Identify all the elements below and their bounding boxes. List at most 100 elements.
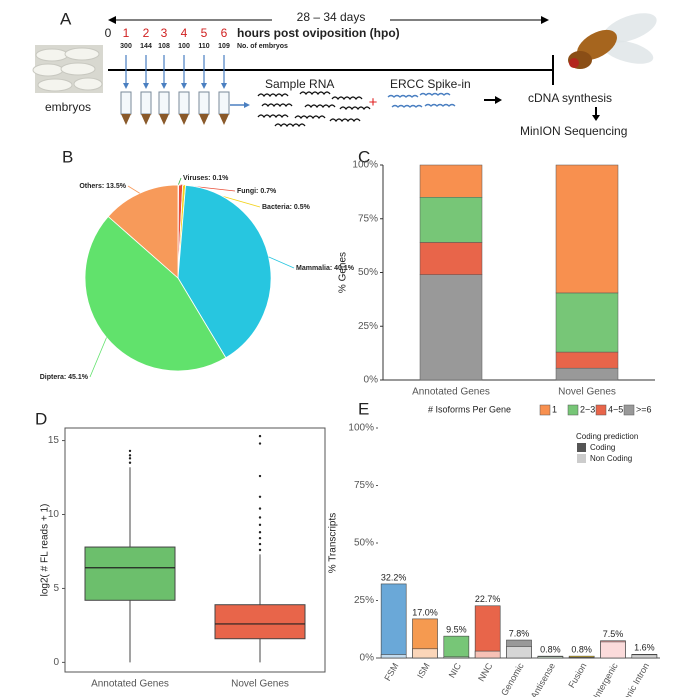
x-tick-label: ISM (415, 661, 432, 680)
panel-label: B (62, 147, 73, 166)
panel-label: A (60, 9, 72, 28)
y-tick-label: 5 (53, 583, 59, 594)
tube-tip (141, 114, 151, 125)
slice-label: Bacteria: 0.5% (262, 204, 311, 211)
x-tick-label: Genic Intron (618, 661, 651, 697)
value-label: 7.5% (603, 629, 624, 639)
outlier (128, 449, 132, 453)
bar-segment (419, 274, 483, 381)
rna-squiggle (419, 92, 451, 96)
value-label: 22.7% (475, 594, 501, 604)
y-tick-label: 25% (358, 321, 378, 332)
bar (474, 605, 501, 659)
outlier (258, 495, 262, 498)
panel-a: A 28 – 34 days hours post oviposition (h… (32, 9, 657, 138)
value-label: 9.5% (446, 625, 467, 635)
embryos-label: embryos (45, 100, 91, 114)
x-tick-label: Antisense (529, 661, 557, 697)
y-tick-label: 75% (354, 480, 374, 491)
outlier (258, 507, 262, 510)
legend-swatch (567, 404, 579, 416)
tube-tip (199, 114, 209, 125)
legend-label: 2−3 (580, 404, 595, 414)
slice-label: Others: 13.5% (79, 183, 126, 190)
bar-segment (555, 351, 619, 369)
bar-segment (555, 292, 619, 353)
non-coding-segment (600, 641, 626, 659)
tube-tip (179, 114, 189, 125)
legend-label: Coding (590, 443, 615, 452)
leader-line (268, 256, 295, 269)
embryo-count: 300 (120, 43, 132, 50)
outlier (128, 457, 132, 460)
hour-label: 3 (161, 26, 168, 40)
value-label: 0.8% (540, 645, 561, 655)
legend-title: Coding prediction (576, 432, 638, 441)
bar-segment (419, 164, 483, 198)
x-tick-label: Intergenic (591, 661, 620, 697)
outlier (258, 434, 262, 438)
non-coding-segment (537, 656, 564, 659)
legend-swatch (577, 454, 586, 463)
legend-swatch (577, 443, 586, 452)
embryo-shapes (32, 47, 103, 92)
rna-squiggle (294, 115, 326, 120)
embryo-count: 100 (178, 43, 190, 50)
legend-label: 1 (552, 404, 557, 414)
x-tick-label: Annotated Genes (412, 387, 490, 398)
bar-segment (555, 164, 619, 294)
outlier (128, 454, 132, 457)
arrow-head (244, 102, 250, 108)
value-label: 7.8% (509, 628, 530, 638)
tube-tip (219, 114, 229, 125)
y-tick-label: 100% (352, 160, 378, 171)
legend-swatch (595, 404, 607, 416)
outlier (258, 442, 262, 445)
y-tick-label: 15 (48, 435, 60, 446)
hour-label: 2 (143, 26, 150, 40)
value-label: 0.8% (571, 645, 592, 655)
cdna: cDNA synthesis (528, 91, 612, 105)
duration: 28 – 34 days (297, 10, 366, 24)
legend-label: Non Coding (590, 454, 632, 463)
embryo-count: 109 (218, 43, 230, 50)
rna-squiggle (331, 96, 363, 101)
tube (140, 91, 152, 115)
tube (218, 91, 230, 115)
embryo-count: 144 (140, 43, 152, 50)
rna-squiggle (274, 123, 306, 128)
plot-frame (64, 427, 326, 673)
bar (380, 583, 407, 659)
y-axis-label: % Transcripts (328, 513, 339, 574)
outlier (258, 542, 262, 546)
non-coding-segment (568, 657, 595, 659)
non-coding-segment (380, 654, 407, 659)
hour-label: 5 (201, 26, 208, 40)
embryo-count: 110 (198, 43, 209, 50)
arrow-head (592, 115, 600, 121)
slice-label: Viruses: 0.1% (183, 175, 229, 182)
x-tick-label: NNC (476, 661, 495, 683)
rna-squiggle (304, 104, 336, 109)
arrow-head (495, 96, 502, 104)
box (84, 546, 176, 601)
x-tick-label: Novel Genes (558, 387, 616, 398)
non-coding-segment (412, 648, 438, 659)
embryo-count: 108 (158, 43, 170, 50)
y-tick-label: 10 (48, 509, 60, 520)
legend-title: # Isoforms Per Gene (428, 404, 511, 414)
outlier (258, 523, 262, 527)
x-tick-label: Fusion (566, 661, 588, 689)
rna-squiggle (329, 118, 361, 123)
tube (198, 91, 210, 115)
leader-line (127, 185, 140, 194)
hour-label: 0 (105, 26, 112, 40)
bar-segment (419, 197, 483, 243)
panel-label: E (358, 399, 369, 418)
outlier (128, 461, 132, 464)
panel-label: C (358, 147, 370, 166)
non-coding-segment (506, 646, 532, 659)
y-tick-label: 100% (348, 423, 374, 434)
hour-label: 4 (181, 26, 188, 40)
counts-title: No. of embryos (237, 43, 288, 50)
